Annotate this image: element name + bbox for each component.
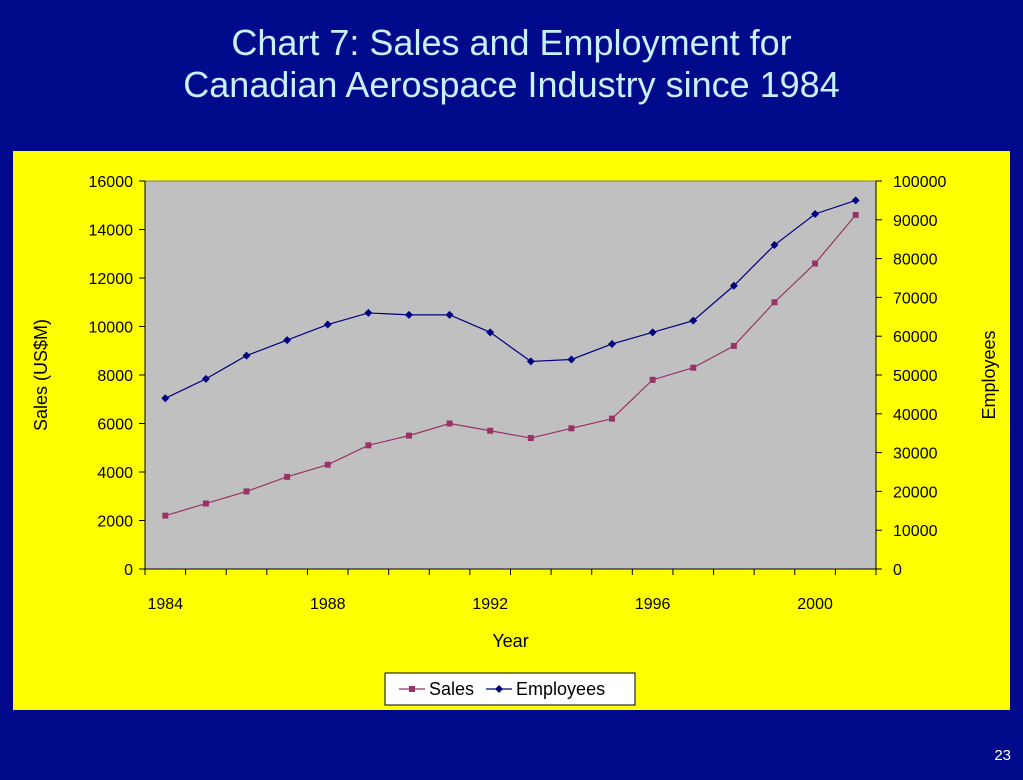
sales-point (487, 427, 494, 434)
chart-panel: 0 2000 4000 6000 8000 10000 12000 14000 16000 0 10… (13, 151, 1010, 710)
employees-point (729, 281, 738, 290)
y-tick-label-left: 4000 (97, 465, 133, 482)
sales-point (324, 461, 331, 468)
x-tick-label: 1992 (472, 596, 508, 613)
sales-point (284, 473, 291, 480)
sales-point (365, 442, 372, 449)
y-tick-label-right: 50000 (893, 368, 938, 385)
employees-point (404, 310, 413, 319)
sales-point (812, 260, 819, 267)
y-tick-label-right: 60000 (893, 329, 938, 346)
slide-title: Chart 7: Sales and Employment for Canadi… (0, 22, 1023, 106)
y-tick-label-left: 16000 (89, 174, 134, 191)
y-tick-label-right: 20000 (893, 484, 938, 501)
employees-point (526, 357, 535, 366)
sales-point (527, 435, 534, 442)
sales-point (568, 425, 575, 432)
y-tick-label-right: 10000 (893, 523, 938, 540)
employees-point (770, 241, 779, 250)
plot-area (144, 180, 877, 570)
employees-point (851, 196, 860, 205)
x-tick-label: 1996 (635, 596, 671, 613)
sales-point (243, 488, 250, 495)
series-line-sales (165, 214, 857, 517)
employees-point (567, 355, 576, 364)
x-tick-label: 1984 (148, 596, 184, 613)
employees-point (486, 328, 495, 337)
employees-point (445, 310, 454, 319)
y-tick-label-left: 8000 (97, 368, 133, 385)
chart: 0 2000 4000 6000 8000 10000 12000 14000 16000 0 10… (31, 174, 999, 706)
series-line-employees (165, 199, 856, 399)
employees-point (364, 308, 373, 317)
employees-point (242, 351, 251, 360)
y-tick-label-left: 6000 (97, 417, 133, 434)
slide-title-line-2: Canadian Aerospace Industry since 1984 (183, 64, 840, 105)
sales-point (162, 512, 169, 519)
y-tick-label-right: 80000 (893, 252, 938, 269)
employees-point (283, 336, 292, 345)
employees-point (323, 320, 332, 329)
employees-point (689, 316, 698, 325)
y-tick-label-left: 12000 (89, 271, 134, 288)
legend-marker-employees (495, 685, 504, 693)
y-tick-label-left: 2000 (97, 514, 133, 531)
y-tick-label-right: 40000 (893, 407, 938, 424)
x-tick-label: 1988 (310, 596, 346, 613)
slide-title-line-1: Chart 7: Sales and Employment for (231, 22, 792, 63)
sales-point (202, 500, 209, 507)
y-tick-label-right: 30000 (893, 446, 938, 463)
y-tick-label-right: 90000 (893, 213, 938, 230)
employees-point (648, 328, 657, 337)
x-tick-label: 2000 (797, 596, 833, 613)
y-tick-label-left: 10000 (89, 320, 134, 337)
employees-point (608, 339, 617, 348)
y-tick-label-left: 0 (124, 562, 133, 579)
legend-label-employees: Employees (516, 679, 605, 699)
sales-point (609, 415, 616, 422)
y-tick-label-right: 70000 (893, 290, 938, 307)
slide-number: 23 (994, 747, 1011, 764)
employees-point (161, 394, 170, 403)
x-axis-title: Year (492, 631, 528, 651)
y-tick-label-right: 0 (893, 562, 902, 579)
sales-point (446, 420, 453, 427)
employees-point (201, 374, 210, 383)
y-axis-title-left: Sales (US$M) (31, 319, 51, 431)
y-tick-label-left: 14000 (89, 223, 134, 240)
y-axis-title-right: Employees (979, 330, 999, 419)
sales-point (649, 376, 656, 383)
sales-point (405, 432, 412, 439)
sales-point (690, 364, 697, 371)
sales-point (771, 299, 778, 306)
legend-marker-sales (409, 686, 415, 692)
sales-point (730, 342, 737, 349)
sales-point (852, 211, 859, 218)
legend-label-sales: Sales (429, 679, 474, 699)
y-tick-label-right: 100000 (893, 174, 946, 191)
